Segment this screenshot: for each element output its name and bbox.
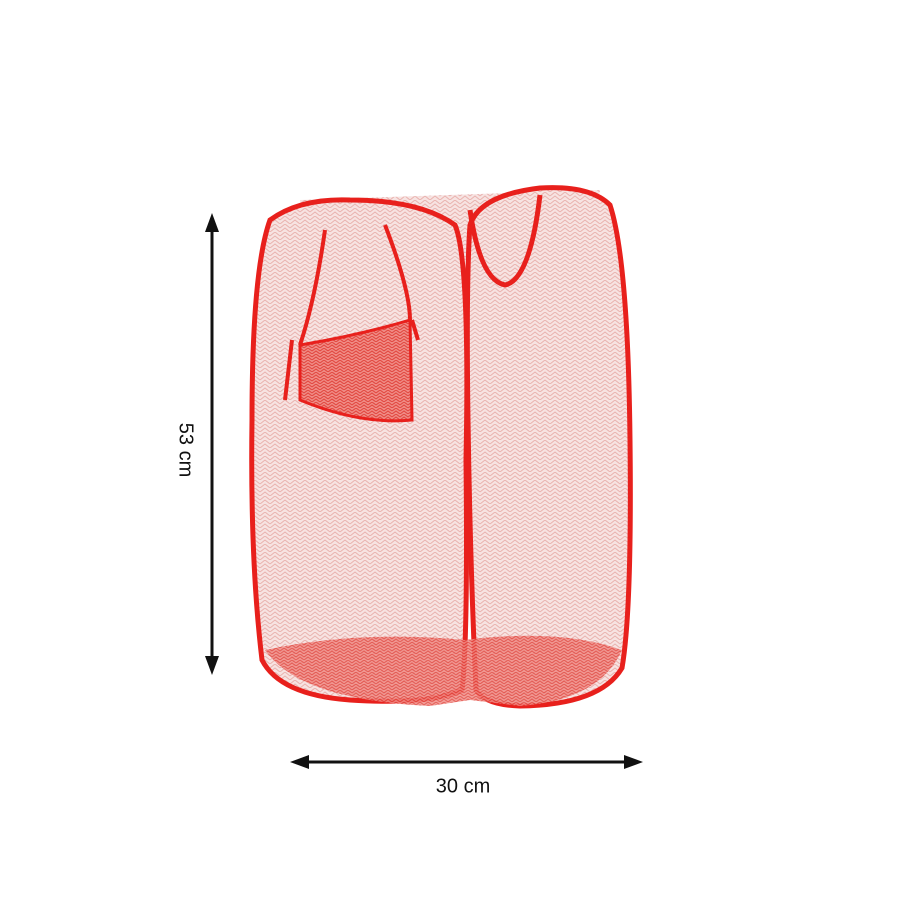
height-label: 53 cm [174,422,197,478]
right-handle [467,194,543,288]
hamper-right-panel [464,185,633,709]
left-handle [298,224,412,346]
laundry-hamper [249,185,633,709]
hamper-bottom [265,635,622,706]
width-dimension-arrow [290,755,643,769]
width-label: 30 cm [435,775,491,798]
pocket-strap [283,319,420,401]
hamper-left-panel [249,197,470,704]
side-pocket [298,317,414,423]
height-dimension-arrow [205,213,219,675]
